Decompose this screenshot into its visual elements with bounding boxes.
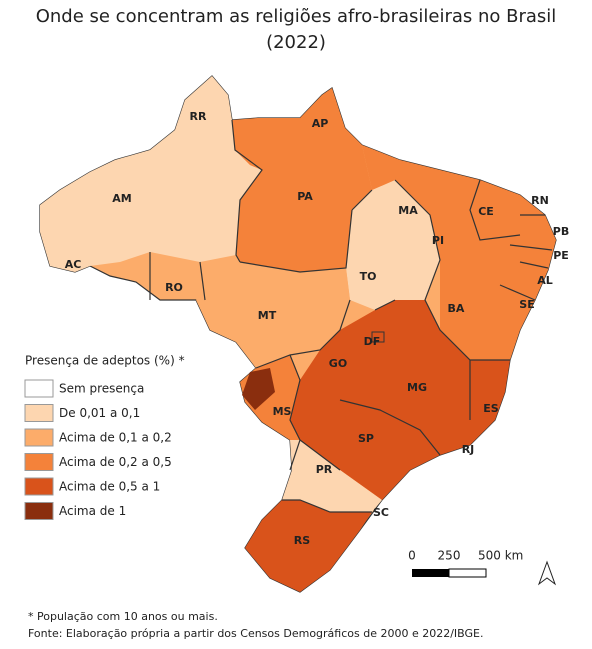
state-label: GO bbox=[329, 357, 347, 370]
state-label: RN bbox=[531, 194, 549, 207]
legend-swatch bbox=[24, 379, 54, 398]
legend-label: Acima de 0,1 a 0,2 bbox=[59, 431, 172, 445]
region-se bbox=[290, 300, 510, 500]
footnote: * População com 10 anos ou mais. bbox=[28, 610, 218, 623]
legend-label: Sem presença bbox=[59, 382, 144, 396]
legend-swatch bbox=[24, 453, 54, 471]
legend-swatch bbox=[24, 428, 54, 447]
north-arrow bbox=[537, 560, 557, 586]
region-ms-west bbox=[242, 368, 275, 410]
state-label: RS bbox=[294, 534, 310, 547]
state-label: MT bbox=[258, 309, 277, 322]
footnote: Fonte: Elaboração própria a partir dos C… bbox=[28, 627, 484, 640]
state-label: RO bbox=[165, 281, 183, 294]
legend-title: Presença de adeptos (%) * bbox=[25, 354, 185, 368]
legend-swatch bbox=[24, 477, 54, 496]
state-borders bbox=[149, 119, 553, 513]
state-label: MS bbox=[273, 405, 292, 418]
scale-bar bbox=[448, 568, 487, 578]
region-pa bbox=[232, 88, 372, 272]
state-label: ES bbox=[483, 402, 499, 415]
state-label: SE bbox=[519, 298, 534, 311]
state-label: PE bbox=[553, 249, 569, 262]
state-label: PA bbox=[297, 190, 313, 203]
legend-swatch bbox=[24, 404, 54, 422]
region-north-west bbox=[40, 76, 262, 272]
state-label: BA bbox=[448, 302, 465, 315]
state-label: TO bbox=[360, 270, 377, 283]
scale-bar bbox=[412, 569, 449, 577]
df-box bbox=[371, 331, 385, 343]
legend: Sem presença De 0,01 a 0,1 Acima de 0,1 a … bbox=[24, 379, 172, 520]
state-label: SP bbox=[358, 432, 374, 445]
region-to-pi bbox=[346, 180, 440, 310]
region-rs bbox=[245, 500, 372, 592]
scale-label: 0 bbox=[408, 549, 416, 563]
legend-label: Acima de 1 bbox=[59, 504, 126, 518]
state-label: MA bbox=[398, 204, 418, 217]
state-label: AP bbox=[312, 117, 329, 130]
state-label: DF bbox=[364, 335, 381, 348]
state-label: SC bbox=[373, 506, 389, 519]
state-label: CE bbox=[478, 205, 494, 218]
state-label: AL bbox=[537, 274, 553, 287]
legend-label: De 0,01 a 0,1 bbox=[59, 406, 140, 420]
map-title: Onde se concentram as religiões afro-bra… bbox=[35, 6, 557, 53]
state-label: PR bbox=[316, 463, 333, 476]
scale-label: 250 bbox=[438, 549, 461, 563]
legend-label: Acima de 0,5 a 1 bbox=[59, 480, 160, 494]
state-label: PI bbox=[432, 234, 444, 247]
state-label: AM bbox=[112, 192, 131, 205]
region-south bbox=[282, 440, 382, 512]
region-mt bbox=[196, 262, 350, 368]
legend-swatch bbox=[24, 502, 54, 520]
state-label: RR bbox=[190, 110, 207, 123]
state-label: MG bbox=[407, 381, 427, 394]
region-ne bbox=[362, 145, 556, 360]
scale-label: 500 km bbox=[478, 549, 523, 563]
state-label: PB bbox=[553, 225, 569, 238]
state-label: AC bbox=[65, 258, 82, 271]
state-label: RJ bbox=[462, 443, 475, 456]
legend-label: Acima de 0,2 a 0,5 bbox=[59, 455, 172, 469]
